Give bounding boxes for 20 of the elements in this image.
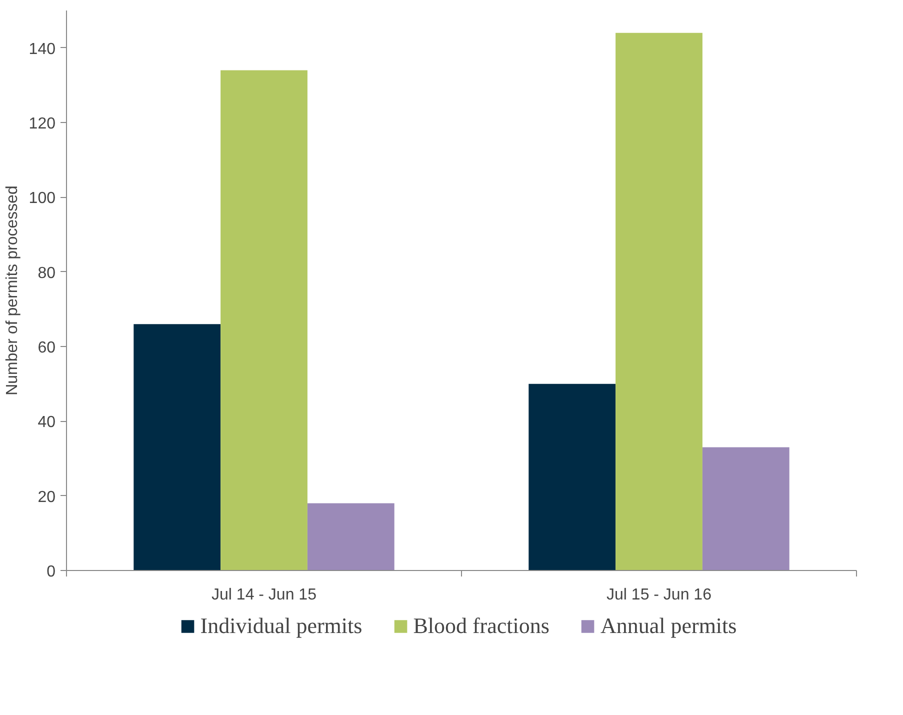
y-tick-label: 0 — [46, 564, 56, 580]
y-tick-label: 80 — [38, 264, 56, 282]
y-tick-label: 60 — [38, 340, 56, 356]
y-tick-label: 20 — [38, 488, 56, 506]
bar — [220, 70, 308, 570]
bar — [134, 324, 221, 570]
bar — [616, 32, 702, 570]
y-axis-title: Number of permits processed — [4, 186, 21, 396]
legend-label: Individual permits — [200, 613, 362, 639]
y-tick-label: 140 — [28, 40, 56, 58]
legend-label: Annual permits — [600, 613, 737, 639]
y-tick-label: 120 — [28, 116, 56, 132]
y-tick-label: 100 — [28, 190, 56, 208]
bar — [528, 384, 616, 570]
bar — [702, 447, 790, 570]
x-tick-label: Jul 14 - Jun 15 — [212, 586, 317, 604]
x-tick-label: Jul 15 - Jun 16 — [606, 586, 712, 604]
legend-label: Blood fractions — [413, 613, 550, 639]
bar — [307, 503, 394, 570]
y-tick-label: 40 — [38, 414, 56, 432]
